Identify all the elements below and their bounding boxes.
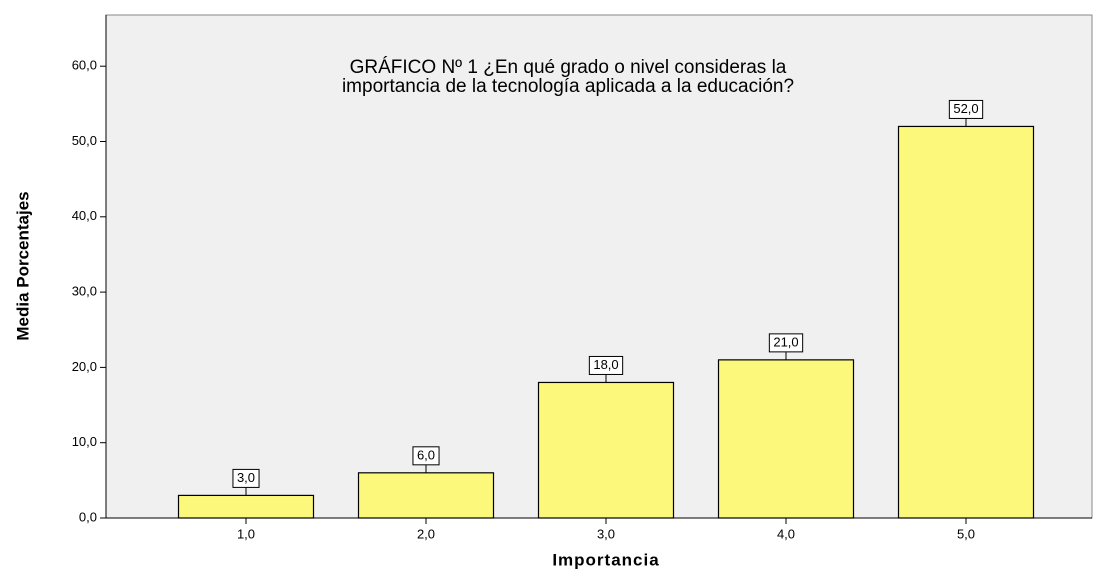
y-tick-label: 0,0 [79, 509, 97, 524]
value-label-box [948, 99, 984, 119]
value-label-box [588, 355, 624, 375]
chart-title: GRÁFICO Nº 1 ¿En qué grado o nivel consi… [350, 57, 787, 78]
y-tick-label: 10,0 [72, 434, 97, 449]
y-tick-label: 60,0 [72, 58, 97, 73]
x-tick-label: 5,0 [957, 526, 975, 541]
bar [357, 472, 495, 519]
value-label: 18,0 [593, 357, 618, 372]
value-label: 3,0 [237, 470, 255, 485]
x-tick-label: 2,0 [417, 526, 435, 541]
value-label-box [412, 446, 440, 466]
y-tick-label: 40,0 [72, 208, 97, 223]
y-tick-label: 30,0 [72, 284, 97, 299]
bar [717, 359, 855, 519]
chart-title: importancia de la tecnología aplicada a … [342, 76, 794, 97]
bar [897, 125, 1035, 519]
value-label: 52,0 [953, 101, 978, 116]
x-tick-label: 3,0 [597, 526, 615, 541]
y-axis-label: Media Porcentajes [13, 191, 32, 340]
x-tick-label: 4,0 [777, 526, 795, 541]
bar [537, 381, 675, 519]
x-tick-label: 1,0 [237, 526, 255, 541]
value-label-box [768, 333, 804, 353]
value-label-box [232, 468, 260, 488]
y-tick-label: 50,0 [72, 133, 97, 148]
x-axis-label: Importancia [552, 550, 659, 569]
value-label: 21,0 [773, 334, 798, 349]
y-tick-label: 20,0 [72, 359, 97, 374]
bar [177, 494, 315, 519]
value-label: 6,0 [417, 447, 435, 462]
